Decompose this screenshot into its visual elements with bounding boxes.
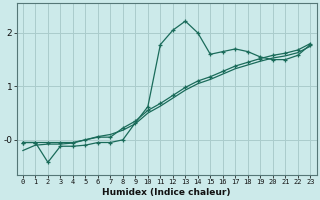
X-axis label: Humidex (Indice chaleur): Humidex (Indice chaleur) bbox=[102, 188, 231, 197]
